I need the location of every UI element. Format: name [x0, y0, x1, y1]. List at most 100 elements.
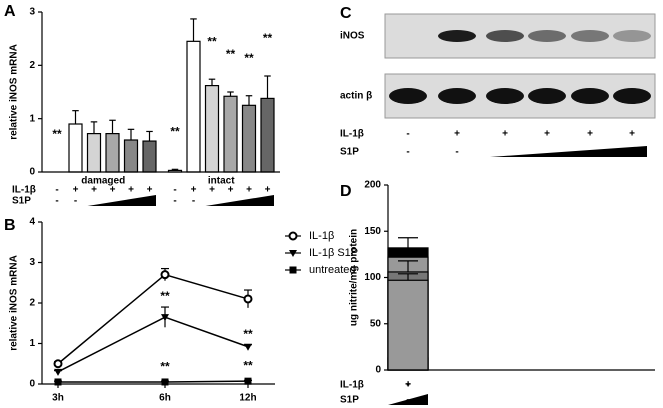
- treatment-label: -: [74, 196, 77, 207]
- y-tick-label: 0: [29, 167, 35, 178]
- treatment-label: -: [455, 147, 458, 158]
- y-tick-label: 0: [29, 379, 35, 390]
- y-tick-label: 100: [364, 272, 381, 283]
- treatment-label: -: [55, 185, 58, 196]
- group-label: damaged: [81, 176, 125, 187]
- y-tick-label: 2: [29, 298, 35, 309]
- treatment-name: IL-1β: [340, 380, 364, 391]
- bar: [387, 279, 429, 371]
- blot-band: [571, 30, 609, 42]
- bar: [86, 133, 102, 173]
- treatment-name: S1P: [340, 147, 359, 158]
- group-label: intact: [208, 176, 235, 187]
- y-tick-label: 1: [29, 113, 35, 124]
- panel-letter: C: [340, 5, 352, 22]
- marker: [289, 250, 297, 257]
- significance: **: [226, 47, 236, 61]
- marker: [160, 270, 170, 280]
- x-tick-label: 3h: [52, 393, 64, 404]
- blot-band: [486, 88, 524, 104]
- significance: **: [243, 327, 253, 341]
- significance: **: [170, 125, 180, 139]
- significance: **: [52, 127, 62, 141]
- treatment-label: +: [502, 129, 508, 140]
- y-tick-label: 200: [364, 180, 381, 191]
- x-tick-label: 6h: [159, 393, 171, 404]
- panel-letter: D: [340, 183, 352, 200]
- bar: [142, 140, 157, 173]
- panel-letter: B: [4, 217, 16, 234]
- series-line: [58, 380, 249, 383]
- blot-band: [389, 88, 427, 104]
- marker: [243, 294, 253, 304]
- marker: [244, 377, 252, 385]
- y-tick-label: 3: [29, 257, 35, 268]
- treatment-label: +: [128, 185, 134, 196]
- treatment-label: +: [405, 380, 411, 391]
- marker: [161, 378, 169, 386]
- blot-band: [613, 30, 651, 42]
- dose-wedge: [205, 195, 274, 206]
- treatment-label: +: [191, 185, 197, 196]
- dose-wedge: [87, 195, 156, 206]
- bar: [260, 97, 275, 173]
- treatment-name: S1P: [340, 395, 359, 406]
- treatment-label: +: [587, 129, 593, 140]
- panel-letter: A: [4, 3, 16, 20]
- treatment-label: +: [629, 129, 635, 140]
- treatment-label: +: [454, 129, 460, 140]
- legend-label: untreated: [309, 264, 355, 276]
- blot-band: [528, 30, 566, 42]
- treatment-label: +: [73, 185, 79, 196]
- legend-label: IL-1β S1P: [309, 247, 358, 259]
- significance: **: [160, 359, 170, 373]
- treatment-label: -: [192, 196, 195, 207]
- blot-band: [438, 88, 476, 104]
- marker: [289, 266, 297, 274]
- treatment-label: -: [406, 129, 409, 140]
- treatment-label: -: [173, 185, 176, 196]
- blot-band: [486, 30, 524, 42]
- treatment-label: +: [265, 185, 271, 196]
- treatment-label: +: [209, 185, 215, 196]
- legend-label: IL-1β: [309, 230, 334, 242]
- treatment-label: +: [405, 380, 411, 391]
- blot-band: [528, 88, 566, 104]
- treatment-label: +: [405, 380, 411, 391]
- y-axis-label: relative iNOS mRNA: [9, 255, 20, 351]
- bar: [223, 95, 238, 173]
- treatment-name: S1P: [12, 196, 31, 207]
- y-tick-label: 0: [375, 365, 381, 376]
- y-axis-label: relative iNOS mRNA: [9, 44, 20, 140]
- y-axis-label: ug nitrite/mg protein: [349, 229, 360, 326]
- bar: [186, 40, 201, 173]
- y-tick-label: 3: [29, 7, 35, 18]
- marker: [288, 231, 298, 241]
- y-tick-label: 50: [370, 318, 382, 329]
- significance: **: [263, 31, 273, 45]
- y-tick-label: 4: [29, 217, 35, 228]
- series-line: [57, 316, 249, 373]
- treatment-label: -: [406, 380, 409, 391]
- y-tick-label: 1: [29, 338, 35, 349]
- treatment-name: IL-1β: [340, 129, 364, 140]
- bar: [204, 84, 220, 173]
- treatment-label: -: [55, 196, 58, 207]
- marker: [53, 359, 63, 369]
- bar: [68, 123, 83, 173]
- bar: [241, 104, 257, 173]
- treatment-label: +: [246, 185, 252, 196]
- blot-band: [438, 30, 476, 42]
- series-line: [57, 273, 249, 365]
- significance: **: [207, 34, 217, 48]
- significance: *: [406, 248, 411, 262]
- blot-band: [613, 88, 651, 104]
- treatment-label: -: [173, 196, 176, 207]
- treatment-label: +: [544, 129, 550, 140]
- x-tick-label: 12h: [239, 393, 256, 404]
- marker: [54, 378, 62, 386]
- y-tick-label: 150: [364, 226, 381, 237]
- bar: [105, 133, 120, 173]
- significance: **: [243, 359, 253, 373]
- dose-wedge: [388, 394, 428, 405]
